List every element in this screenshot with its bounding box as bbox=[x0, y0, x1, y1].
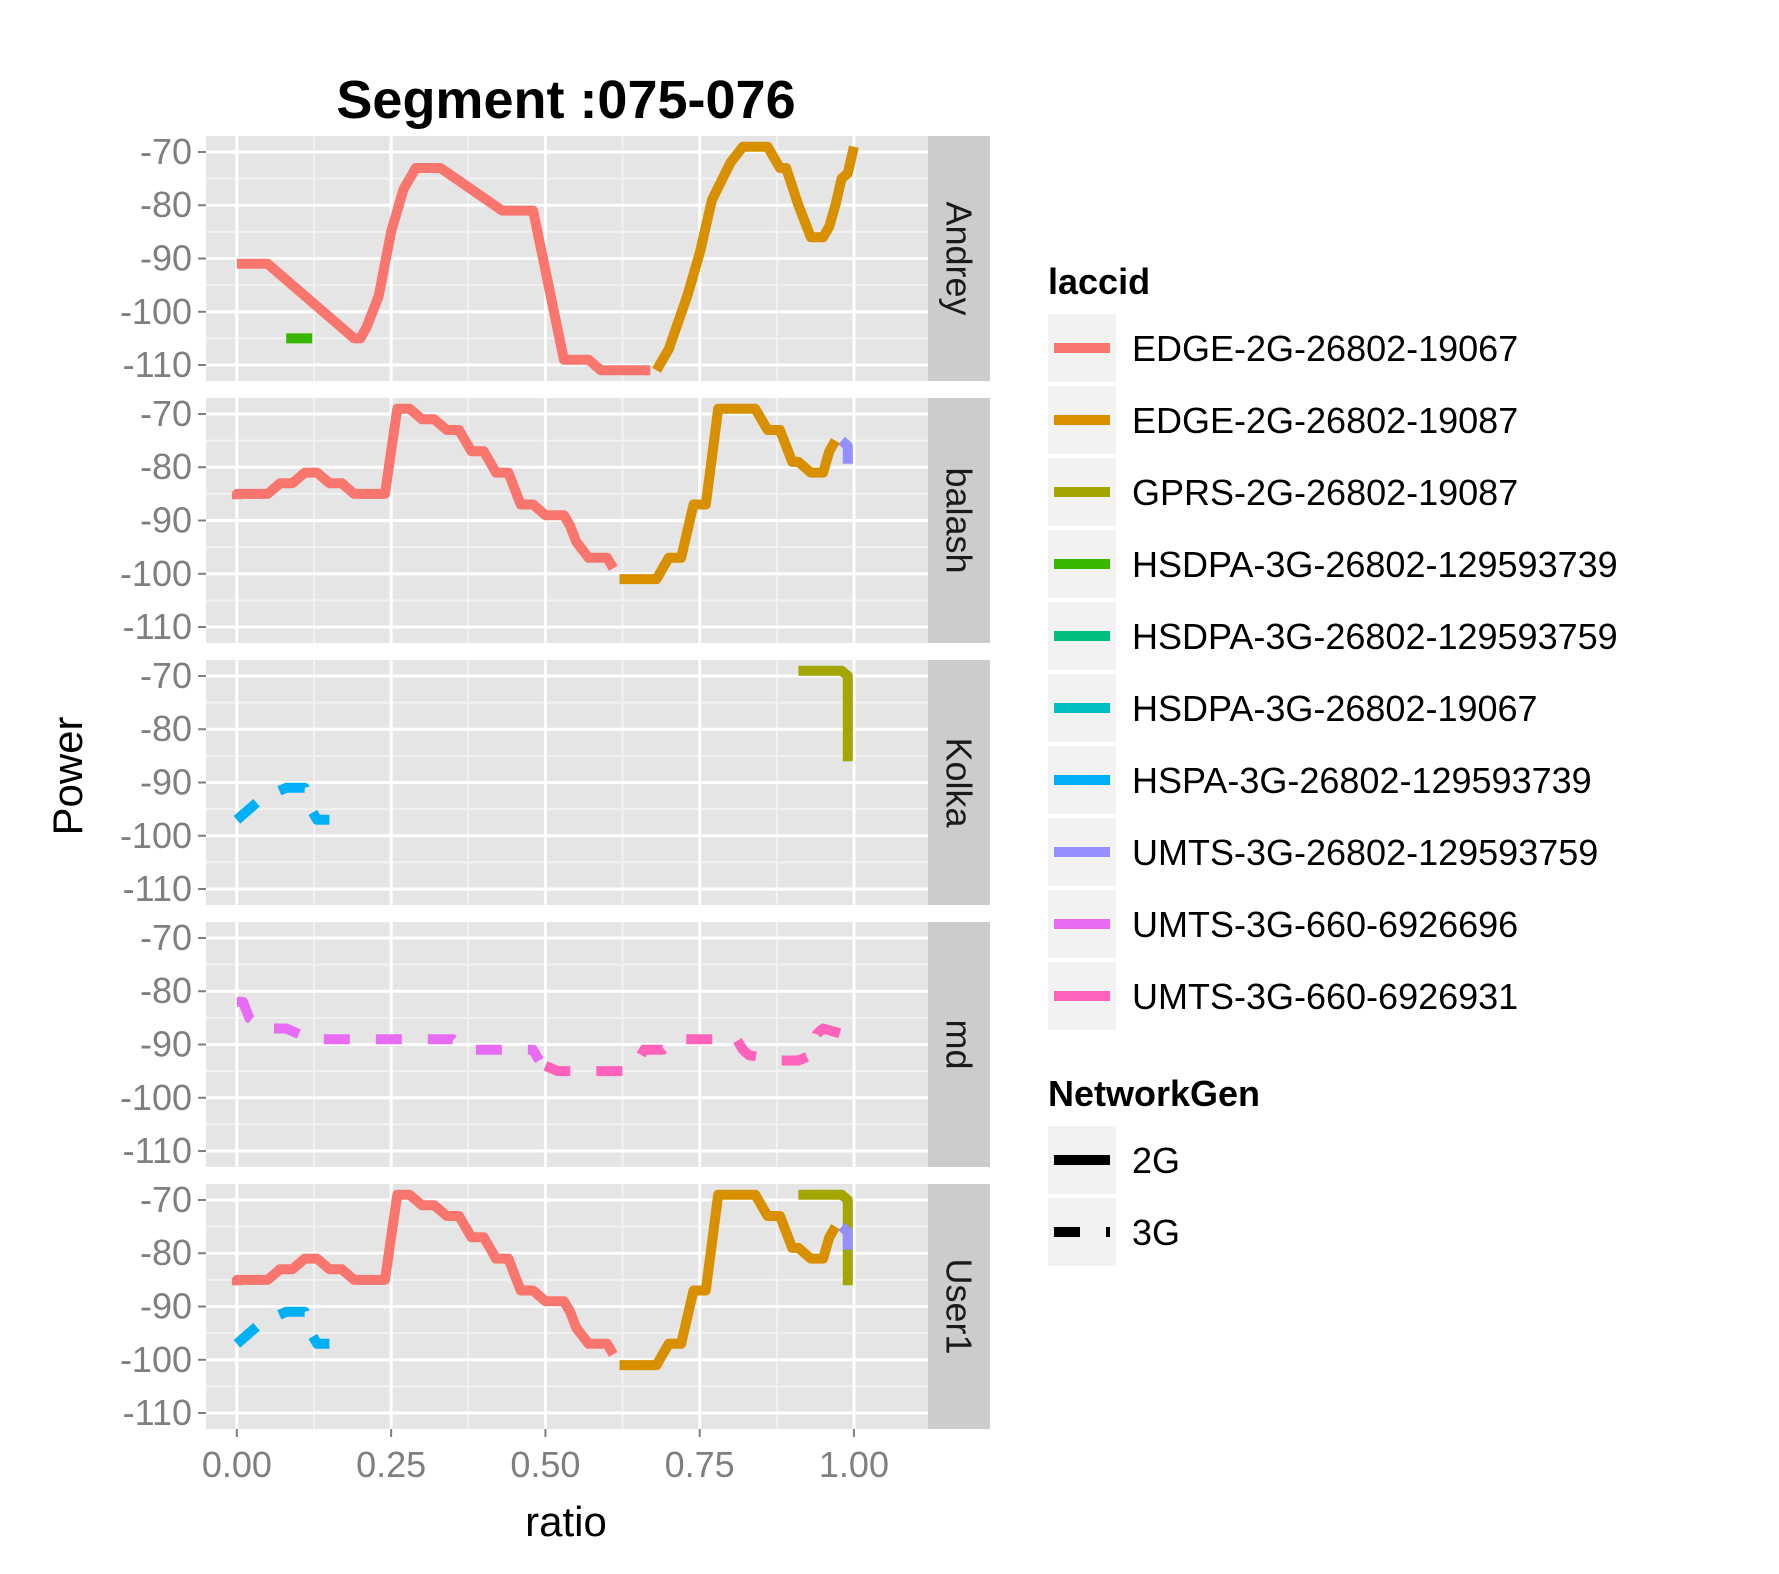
legend-label: HSDPA-3G-26802-19067 bbox=[1132, 688, 1538, 729]
legend-label: 2G bbox=[1132, 1140, 1180, 1181]
series-line bbox=[236, 163, 651, 376]
legend-label: EDGE-2G-26802-19087 bbox=[1132, 400, 1518, 441]
legends: laccid EDGE-2G-26802-19067 EDGE-2G-26802-1… bbox=[1048, 261, 1618, 1266]
y-tick-label: -100 bbox=[120, 291, 192, 332]
facet-label: Kolka bbox=[939, 737, 980, 828]
series-line bbox=[838, 436, 853, 468]
y-tick-label: -80 bbox=[140, 446, 192, 487]
chart-title: Segment :075-076 bbox=[336, 70, 795, 130]
facet-panels: -70 -80 -90 -100 -110 Andrey -70 -80 -90 -100 -110… bbox=[120, 131, 990, 1485]
y-tick-label: -110 bbox=[123, 1392, 192, 1433]
y-tick-label: -70 bbox=[140, 393, 192, 434]
legend-label: HSPA-3G-26802-129593739 bbox=[1132, 760, 1592, 801]
series-line bbox=[543, 1023, 847, 1077]
series-line bbox=[798, 665, 853, 762]
legend-label: HSDPA-3G-26802-129593759 bbox=[1132, 616, 1618, 657]
series-line bbox=[233, 1306, 330, 1349]
y-tick-label: -100 bbox=[120, 553, 192, 594]
facet-label: User1 bbox=[939, 1258, 980, 1354]
facet-strip bbox=[928, 922, 990, 1167]
y-tick-label: -90 bbox=[140, 238, 192, 279]
y-tick-label: -70 bbox=[140, 917, 192, 958]
y-tick-label: -70 bbox=[140, 1179, 192, 1220]
panel-andrey: -70 -80 -90 -100 -110 Andrey bbox=[120, 131, 990, 385]
x-tick-label: 1.00 bbox=[819, 1444, 889, 1485]
panel-md: -70 -80 -90 -100 -110 md bbox=[120, 917, 990, 1171]
legend-label: 3G bbox=[1132, 1212, 1180, 1253]
legend-title: NetworkGen bbox=[1048, 1073, 1260, 1114]
series-line bbox=[838, 1222, 853, 1254]
panel-balash: -70 -80 -90 -100 -110 balash bbox=[120, 393, 990, 647]
series-line bbox=[652, 141, 859, 373]
y-tick-label: -110 bbox=[123, 1130, 192, 1171]
series-line bbox=[231, 403, 618, 571]
legend-label: UMTS-3G-26802-129593759 bbox=[1132, 832, 1598, 873]
y-tick-label: -110 bbox=[123, 606, 192, 647]
legend-label: EDGE-2G-26802-19067 bbox=[1132, 328, 1518, 369]
facet-strip bbox=[928, 660, 990, 905]
x-tick-label: 0.75 bbox=[665, 1444, 735, 1485]
y-tick-label: -80 bbox=[140, 184, 192, 225]
y-tick-label: -100 bbox=[120, 815, 192, 856]
y-tick-label: -90 bbox=[140, 1024, 192, 1065]
x-tick-label: 0.50 bbox=[510, 1444, 580, 1485]
legend-label: GPRS-2G-26802-19087 bbox=[1132, 472, 1518, 513]
facet-label: md bbox=[939, 1019, 980, 1069]
y-tick-label: -80 bbox=[140, 708, 192, 749]
facet-strip bbox=[928, 136, 990, 381]
y-tick-label: -100 bbox=[120, 1077, 192, 1118]
x-tick-label: 0.00 bbox=[202, 1444, 272, 1485]
y-tick-label: -90 bbox=[140, 1286, 192, 1327]
legend-label: UMTS-3G-660-6926931 bbox=[1132, 976, 1518, 1017]
y-tick-label: -90 bbox=[140, 762, 192, 803]
y-tick-label: -110 bbox=[123, 868, 192, 909]
y-tick-label: -80 bbox=[140, 1232, 192, 1273]
series-line bbox=[233, 782, 330, 825]
y-tick-label: -70 bbox=[140, 655, 192, 696]
y-tick-label: -110 bbox=[123, 344, 192, 385]
y-tick-label: -90 bbox=[140, 500, 192, 541]
series-line bbox=[231, 1189, 618, 1357]
x-axis: 0.00 0.25 0.50 0.75 1.00 bbox=[202, 1429, 889, 1485]
facet-label: Andrey bbox=[939, 201, 980, 315]
legend-networkgen: NetworkGen 2G 3G bbox=[1048, 1073, 1260, 1266]
panel-user1: -70 -80 -90 -100 -110 User1 bbox=[120, 1179, 990, 1433]
series-line bbox=[619, 403, 840, 585]
legend-title: laccid bbox=[1048, 261, 1150, 302]
x-tick-label: 0.25 bbox=[356, 1444, 426, 1485]
y-axis-title: Power bbox=[44, 716, 91, 835]
legend-label: UMTS-3G-660-6926696 bbox=[1132, 904, 1518, 945]
y-tick-label: -100 bbox=[120, 1339, 192, 1380]
legend-laccid: laccid EDGE-2G-26802-19067 EDGE-2G-26802-1… bbox=[1048, 261, 1618, 1030]
series-line bbox=[236, 996, 544, 1063]
y-tick-label: -70 bbox=[140, 131, 192, 172]
facet-label: balash bbox=[939, 467, 980, 573]
facet-strip bbox=[928, 1184, 990, 1429]
facet-strip bbox=[928, 398, 990, 643]
y-tick-label: -80 bbox=[140, 970, 192, 1011]
series-line bbox=[619, 1189, 840, 1371]
legend-label: HSDPA-3G-26802-129593739 bbox=[1132, 544, 1618, 585]
panel-kolka: -70 -80 -90 -100 -110 Kolka bbox=[120, 655, 990, 909]
x-axis-title: ratio bbox=[525, 1498, 607, 1545]
